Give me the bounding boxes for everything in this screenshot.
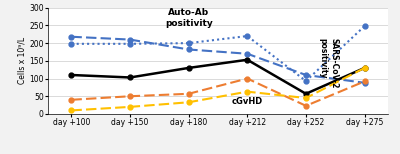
- Text: cGvHD: cGvHD: [232, 97, 263, 106]
- Text: SARS-CoV-2
positivity: SARS-CoV-2 positivity: [319, 38, 338, 88]
- Text: Auto-Ab
positivity: Auto-Ab positivity: [165, 8, 212, 28]
- Y-axis label: Cells x 10⁹/L: Cells x 10⁹/L: [18, 37, 26, 84]
